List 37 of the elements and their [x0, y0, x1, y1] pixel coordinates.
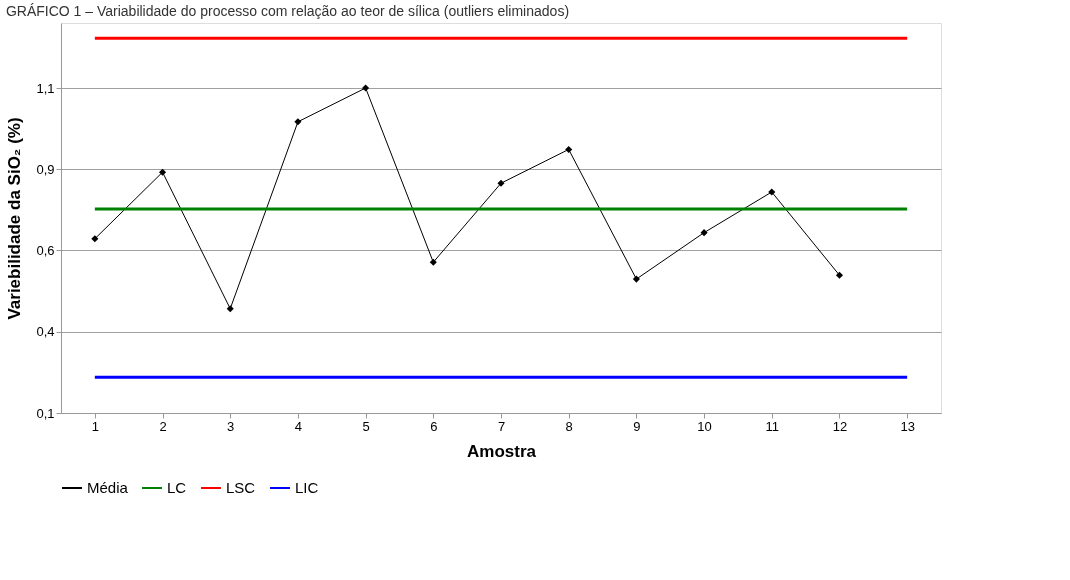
point — [91, 235, 99, 243]
x-tick-label: 8 — [565, 418, 573, 434]
point — [565, 145, 573, 153]
point — [835, 271, 843, 279]
point — [294, 118, 302, 126]
x-tick-label: 11 — [765, 418, 780, 434]
x-tick-label: 3 — [227, 418, 235, 434]
legend-label: LC — [167, 479, 187, 496]
point — [700, 229, 708, 237]
point — [768, 188, 776, 196]
legend-label: Média — [87, 479, 129, 496]
x-tick-label: 4 — [294, 418, 303, 434]
x-tick-label: 13 — [900, 418, 915, 434]
x-axis-title: Amostra — [467, 441, 537, 461]
y-tick-label: 1,1 — [36, 80, 55, 96]
y-tick-label: 0,6 — [36, 243, 55, 258]
x-tick-label: 2 — [159, 418, 167, 434]
y-axis-title: Variebilidade da SiO₂ (%) — [5, 117, 25, 320]
x-tick-label: 1 — [91, 418, 99, 434]
point — [159, 168, 167, 176]
x-tick-label: 12 — [832, 418, 848, 434]
y-tick-label: 0,9 — [36, 161, 55, 177]
point — [362, 84, 370, 92]
point — [632, 275, 640, 283]
x-tick-label: 5 — [362, 418, 370, 434]
y-tick-label: 0,4 — [36, 324, 55, 340]
x-tick-label: 9 — [633, 418, 641, 434]
legend-label: LIC — [295, 479, 319, 496]
x-tick-label: 6 — [430, 418, 438, 434]
x-tick-label: 10 — [697, 418, 712, 434]
point — [497, 179, 505, 187]
chart-title: GRÁFICO 1 – Variabilidade do processo com relação ao teor de sílica (outliers eliminados) — [5, 3, 570, 19]
point — [429, 258, 437, 266]
point — [226, 305, 234, 313]
y-tick-label: 0,1 — [36, 405, 55, 421]
legend-label: LSC — [226, 479, 256, 496]
x-tick-label: 7 — [497, 418, 506, 434]
